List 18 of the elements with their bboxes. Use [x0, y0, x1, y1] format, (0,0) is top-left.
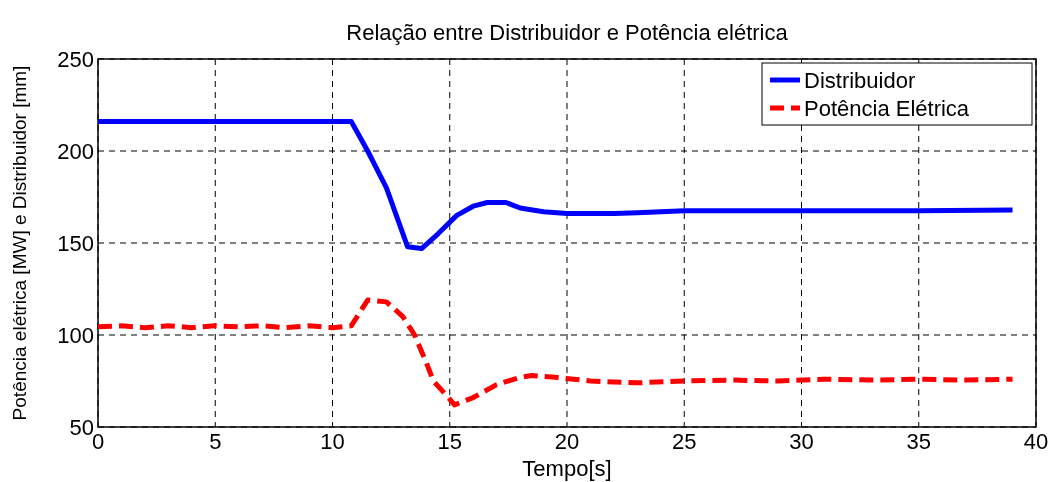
y-axis-title: Potência elétrica [MW] e Distribuidor [mm]	[9, 65, 30, 421]
x-tick-label: 40	[1023, 429, 1049, 454]
x-tick-label: 15	[437, 429, 462, 454]
y-tick-label: 250	[57, 47, 94, 72]
y-tick-label: 150	[57, 231, 94, 256]
x-axis-title: Tempo[s]	[522, 456, 612, 481]
legend-label: Distribuidor	[804, 68, 916, 93]
legend-label: Potência Elétrica	[804, 96, 970, 121]
x-tick-label: 25	[672, 429, 697, 454]
x-tick-label: 30	[789, 429, 814, 454]
y-tick-label: 100	[57, 323, 94, 348]
chart-title: Relação entre Distribuidor e Potência elétrica	[346, 20, 789, 45]
y-tick-label: 50	[69, 415, 94, 440]
x-tick-label: 35	[906, 429, 931, 454]
x-tick-label: 10	[320, 429, 345, 454]
x-tick-label: 5	[209, 429, 222, 454]
y-tick-label: 200	[57, 139, 94, 164]
x-tick-label: 20	[554, 429, 580, 454]
